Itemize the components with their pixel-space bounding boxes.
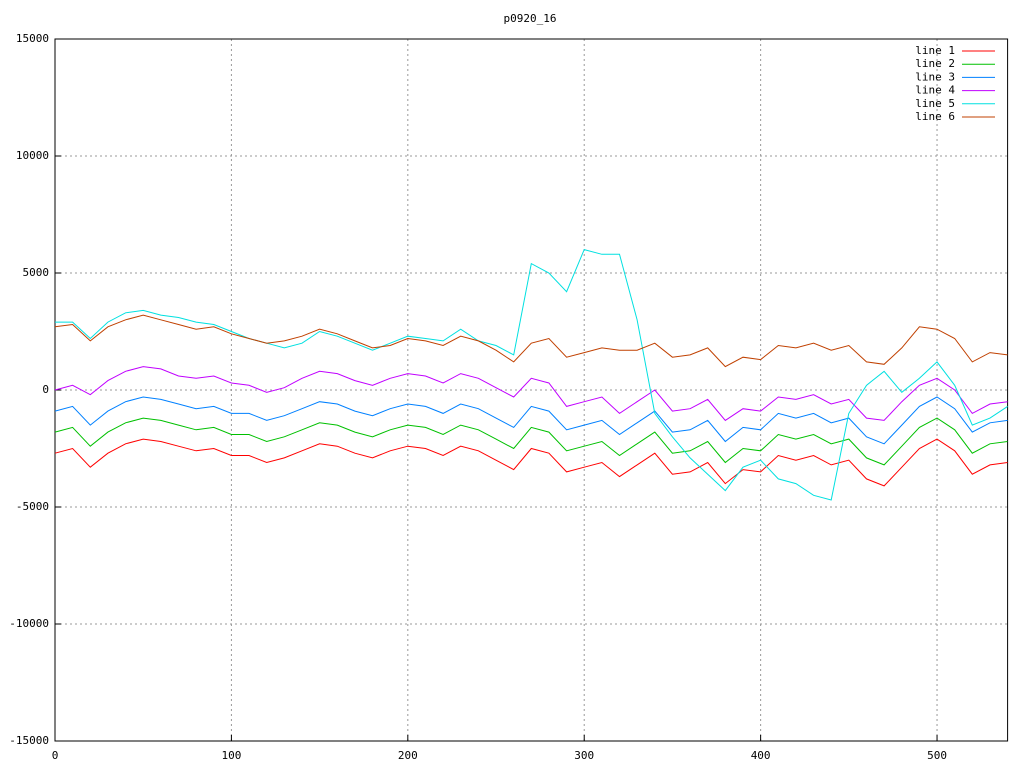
y-tick-label: -5000: [16, 500, 49, 513]
chart-title: p0920_16: [504, 12, 557, 25]
series-line: [55, 249, 1008, 501]
x-tick-label: 100: [221, 749, 241, 762]
y-tick-label: 0: [42, 383, 49, 396]
series-line: [54, 396, 1008, 445]
series-line: [54, 314, 1008, 368]
x-tick-label: 300: [574, 749, 594, 762]
legend-label: line 2: [915, 57, 955, 70]
y-tick-label: 15000: [16, 32, 49, 45]
x-tick-label: 400: [751, 749, 771, 762]
legend-label: line 1: [915, 44, 955, 57]
x-tick-label: 200: [398, 749, 418, 762]
x-tick-label: 0: [52, 749, 59, 762]
legend-label: line 3: [915, 70, 955, 83]
series-line: [54, 417, 1008, 466]
y-tick-label: 10000: [16, 149, 49, 162]
series-line: [54, 366, 1008, 422]
y-tick-label: 5000: [23, 266, 50, 279]
legend-label: line 5: [915, 97, 955, 110]
y-tick-label: -15000: [9, 734, 49, 747]
y-tick-label: -10000: [9, 617, 49, 630]
legend-label: line 6: [915, 110, 955, 123]
legend-label: line 4: [915, 84, 955, 97]
x-tick-label: 500: [927, 749, 947, 762]
series-line: [54, 438, 1008, 487]
